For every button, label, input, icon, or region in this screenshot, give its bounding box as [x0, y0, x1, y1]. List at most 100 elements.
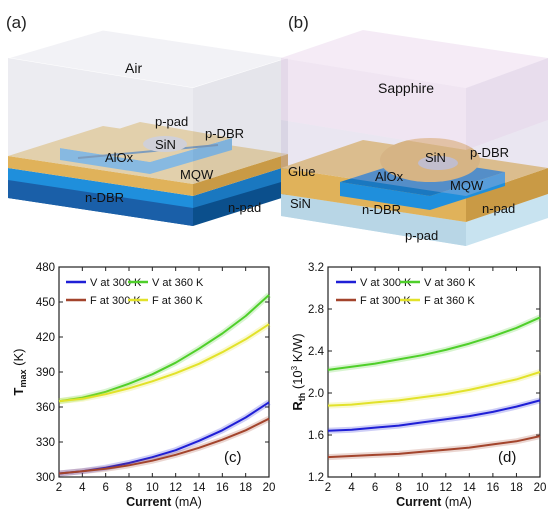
series-line [58, 417, 270, 475]
sapphire-front-face [281, 58, 466, 150]
label-mqw-a: MQW [180, 167, 214, 182]
label-sin-a: SiN [155, 137, 176, 152]
panel-label: (c) [224, 449, 242, 466]
x-tick-label: 18 [239, 482, 252, 494]
x-tick-label: 4 [79, 482, 86, 494]
y-axis-label-main: R [290, 401, 305, 411]
label-p-pad-b: p-pad [405, 228, 438, 243]
sapphire-top-face [281, 30, 548, 88]
x-axis-label: Current (mA) [396, 495, 472, 509]
n-dbr-front [8, 168, 193, 208]
x-tick-label: 12 [439, 482, 452, 494]
x-tick-label: 16 [486, 482, 499, 494]
panel-a-device-diagram: (a) Air p-pad p-DBR SiN AlOx MQW n-DBR S… [6, 13, 289, 226]
label-sin-outer: SiN [290, 196, 311, 211]
x-axis-label: Current (mA) [126, 495, 202, 509]
x-tick-label: 12 [169, 482, 182, 494]
x-tick-label: 10 [416, 482, 429, 494]
y-tick-label: 2.4 [308, 346, 325, 358]
label-glue: Glue [288, 164, 315, 179]
y-tick-label: 360 [36, 402, 55, 414]
y-tick-label: 300 [36, 472, 55, 484]
label-n-dbr-b: n-DBR [362, 202, 401, 217]
panel-b-label: (b) [288, 13, 309, 32]
x-axis-label-main: Current [126, 495, 172, 509]
x-tick-label: 14 [193, 482, 206, 494]
y-axis-label: Tmax (K) [11, 349, 28, 396]
x-tick-label: 2 [56, 482, 62, 494]
y-tick-label: 3.2 [308, 262, 324, 274]
air-front-face [8, 58, 193, 184]
y-axis-label-unit: (K) [11, 349, 26, 370]
label-p-dbr-a: p-DBR [205, 126, 244, 141]
legend-label: V at 360 K [152, 277, 204, 289]
label-n-dbr-a: n-DBR [85, 190, 124, 205]
x-tick-label: 4 [348, 482, 355, 494]
series-line [327, 399, 541, 432]
label-air: Air [125, 60, 142, 76]
x-tick-label: 14 [463, 482, 476, 494]
y-axis-label-sub: th [297, 393, 307, 402]
legend-label: V at 300 K [360, 277, 412, 289]
series-line [327, 371, 541, 407]
x-tick-label: 18 [510, 482, 523, 494]
legend-label: F at 300 K [90, 295, 141, 307]
n-pad-side [193, 154, 288, 196]
x-axis-label-unit: (mA) [441, 495, 472, 509]
y-tick-label: 390 [36, 367, 55, 379]
x-tick-label: 6 [102, 482, 108, 494]
x-tick-label: 16 [216, 482, 229, 494]
y-tick-label: 2.0 [308, 388, 324, 400]
label-mqw-b: MQW [450, 178, 484, 193]
label-alox-b: AlOx [375, 169, 404, 184]
series-line [58, 323, 270, 403]
y-tick-label: 480 [36, 262, 55, 274]
x-tick-label: 20 [534, 482, 547, 494]
panel-label: (d) [498, 449, 516, 466]
x-tick-label: 8 [395, 482, 401, 494]
sapphire-side-face [466, 58, 548, 150]
x-tick-label: 20 [263, 482, 276, 494]
sapphire-lower [281, 120, 548, 196]
y-axis-label-sub: max [18, 369, 28, 387]
y-tick-label: 330 [36, 437, 55, 449]
series-line [327, 435, 541, 459]
series-line [327, 316, 541, 371]
x-axis-label-main: Current [396, 495, 442, 509]
x-tick-label: 6 [372, 482, 378, 494]
legend-label: V at 300 K [90, 277, 142, 289]
y-axis-label-tail: K/W) [290, 333, 305, 366]
y-tick-label: 2.8 [308, 304, 324, 316]
sin-front [281, 194, 466, 246]
legend-label: F at 360 K [152, 295, 203, 307]
y-axis-label-unit: (10 [290, 370, 305, 392]
legend-label: F at 300 K [360, 295, 411, 307]
label-sapphire: Sapphire [378, 80, 434, 96]
x-axis-label-unit: (mA) [171, 495, 202, 509]
plot-frame [58, 266, 270, 478]
y-tick-label: 450 [36, 297, 55, 309]
n-pad-front [8, 156, 193, 196]
label-p-pad-a: p-pad [155, 114, 188, 129]
x-tick-label: 10 [146, 482, 159, 494]
label-alox-a: AlOx [105, 150, 134, 165]
x-tick-label: 8 [126, 482, 132, 494]
y-tick-label: 1.2 [308, 472, 324, 484]
substrate-front-face [8, 175, 193, 226]
y-tick-label: 420 [36, 332, 55, 344]
sin-aperture-b [418, 156, 458, 170]
glue-side [466, 168, 548, 222]
legend-label: V at 360 K [424, 277, 476, 289]
y-tick-label: 1.6 [308, 430, 324, 442]
label-sin-b: SiN [425, 150, 446, 165]
chart-d: 2 4 6 8 10 12 14 16 18 20 1.2 1.6 2.0 2.4 2.8 3.2 V at 3… [290, 262, 546, 509]
n-dbr-side [193, 166, 288, 208]
y-axis-label: Rth (103 K/W) [290, 333, 307, 410]
series-line [58, 294, 270, 403]
panel-b-device-diagram: (b) Sapphire Glue SiN SiN AlOx p-DBR MQW… [281, 13, 548, 246]
mesa-b-front [340, 172, 505, 210]
x-tick-label: 2 [325, 482, 331, 494]
y-axis-label-main: T [11, 387, 26, 395]
y-axis-label-sup: 3 [290, 365, 299, 370]
label-p-dbr-b: p-DBR [470, 145, 509, 160]
